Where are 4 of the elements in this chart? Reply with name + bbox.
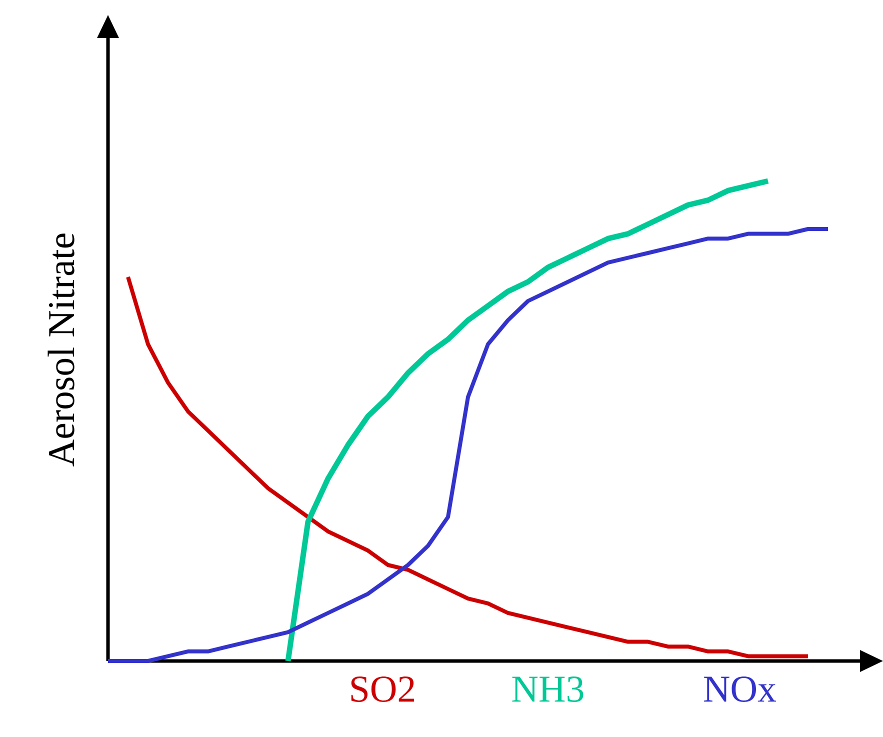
text: NH3 (512, 676, 584, 702)
text: SO2 (351, 676, 414, 702)
text: NOx (704, 676, 776, 702)
y-axis-title: Aerosol Nitrate (48, 234, 74, 466)
